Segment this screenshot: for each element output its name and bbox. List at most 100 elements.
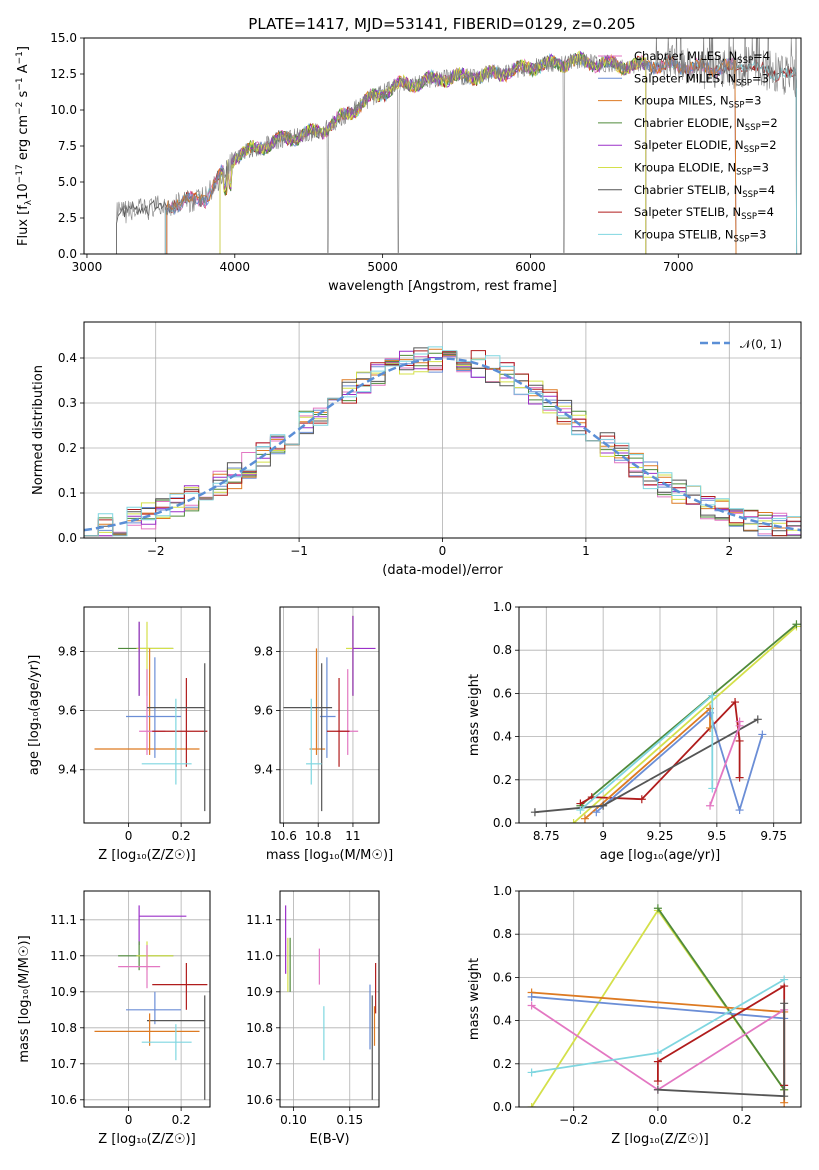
legend-name: Chabrier ELODIE, N [634,116,745,130]
y-tick-label: 2.5 [58,211,77,225]
legend-name: Chabrier MILES, N [634,49,737,63]
errorbar-point-chabrier_miles [139,669,166,755]
x-axis-label: mass [log₁₀(M/M☉)] [266,848,393,863]
y-tick-label: 10.6 [50,1093,77,1107]
series-line-kroupa_stelib [579,693,714,811]
legend-entry: Chabrier ELODIE, NSSP=2 [598,116,778,133]
series-marker [527,1001,536,1010]
y-axis-label: age [log₁₀(age/yr)] [27,655,42,776]
x-tick-label: 10.8 [305,829,332,843]
legend-sub: SSP [736,78,752,88]
x-tick-label: 10.6 [270,829,297,843]
y-tick-label: 11.1 [50,913,77,927]
series-marker [735,806,744,815]
y-tick-label: 11.1 [246,913,273,927]
legend-value: =3 [744,94,761,108]
y-tick-label: 0.4 [493,730,512,744]
y-tick-label: 10.7 [246,1057,273,1071]
legend-sub: SSP [729,101,745,111]
x-tick-label: 0.2 [172,829,191,843]
y-tick-label: 5.0 [58,175,77,189]
x-tick-label: 9 [599,829,607,843]
series-marker [653,1085,662,1094]
errorbar-point-salpeter_elodie [352,615,376,696]
legend-value: =4 [753,49,770,63]
errorbar-point-kroupa_miles [94,1013,200,1046]
legend-label: Kroupa ELODIE, NSSP=3 [634,161,769,178]
errorbar-point-kroupa_stelib [306,698,322,785]
legend-value: =3 [752,71,769,85]
y-tick-label: 9.4 [254,763,273,777]
axes-frame [279,606,380,824]
series-line-kroupa_miles [584,706,711,820]
legend-name: Salpeter STELIB, N [634,205,741,219]
axes-frame [83,890,211,1108]
y-tick-label: 10.0 [50,103,77,117]
plot-area [84,322,801,538]
legend-label: Kroupa MILES, NSSP=3 [634,94,761,111]
x-tick-label: 6000 [515,260,546,274]
legend-value: =4 [758,183,775,197]
y-tick-label: 10.9 [50,985,77,999]
series-marker [653,1077,662,1086]
figure-title: PLATE=1417, MJD=53141, FIBERID=0129, z=0… [248,15,635,33]
axes-frame [83,606,211,824]
series-line-salpeter_miles [531,995,785,1020]
errorbar-point-kroupa_elodie [136,941,174,971]
errorbar-point-salpeter_stelib [152,678,208,767]
y-axis-label-part: erg cm [16,115,31,164]
x-tick-label: −2 [147,544,165,558]
series-marker [706,801,715,810]
x-axis-label: E(B-V) [309,1132,349,1147]
panel-mass-vs-ebv: 0.10 0.15 10.6 10.7 10.8 10.9 11.0 11.1 E(B-V) [246,890,380,1147]
plot-area [280,891,379,1107]
y-axis-label-part: −2 [15,102,25,115]
legend-entry: Salpeter MILES, NSSP=3 [598,71,769,88]
y-axis-label-part: −1 [15,51,25,64]
series-marker [735,773,744,782]
observed-spectrum [116,38,797,254]
legend-label: Salpeter STELIB, NSSP=4 [634,205,774,222]
series-line-salpeter_miles [595,711,764,814]
errorbar-point-chabrier_miles [337,669,359,755]
y-axis-label: mass weight [467,958,482,1040]
legend-entry: Salpeter STELIB, NSSP=4 [598,205,774,222]
y-tick-label: 0.2 [493,773,512,787]
x-tick-label: −1 [290,544,308,558]
legend-value: =4 [757,205,774,219]
y-axis-label-part: A [16,64,31,77]
x-tick-label: 9.75 [760,829,787,843]
y-tick-label: 0.8 [493,643,512,657]
y-tick-label: 0.2 [493,1057,512,1071]
legend-value: =2 [761,116,778,130]
series-marker [599,801,608,810]
series-marker [527,992,536,1001]
series-marker [735,736,744,745]
y-tick-label: 11.0 [50,949,77,963]
x-tick-label: 0.0 [648,1113,667,1127]
series-marker [527,1068,536,1077]
legend-entry: Kroupa STELIB, NSSP=3 [598,227,766,244]
y-axis-label: mass weight [467,674,482,756]
panel-mass-weight-vs-age: 8.75 9 9.25 9.5 9.75 0.0 0.2 0.4 0.6 0.8 1.0 age [l… [467,600,802,863]
y-axis-label: Flux [fλ10−17 erg cm−2 s−1 A−1] [15,46,34,246]
y-tick-label: 1.0 [493,884,512,898]
y-axis-label-part: −1 [15,77,25,90]
series-marker [527,1103,536,1107]
legend-label: Salpeter MILES, NSSP=3 [634,71,769,88]
x-tick-label: 0 [125,829,133,843]
series-marker [735,717,744,726]
errorbar-point-kroupa_stelib [141,698,192,785]
y-tick-label: 0.8 [493,927,512,941]
y-tick-label: 0.1 [58,486,77,500]
panel-mass-weight-vs-metallicity: −0.2 0.0 0.2 0.0 0.2 0.4 0.6 0.8 1.0 Z [log₁₀(Z/Z… [467,884,802,1147]
legend-sub: SSP [744,145,760,155]
panel-age-vs-metallicity: 0 0.2 9.4 9.6 9.8 Z [log₁₀(Z/Z☉)] age [log₁₀(a… [27,606,211,863]
y-tick-label: 0.6 [493,970,512,984]
x-tick-label: 3000 [72,260,103,274]
legend-label: 𝒩(0, 1) [740,337,782,351]
series-marker [653,904,662,913]
y-tick-label: 12.5 [50,67,77,81]
series-marker [708,691,717,700]
